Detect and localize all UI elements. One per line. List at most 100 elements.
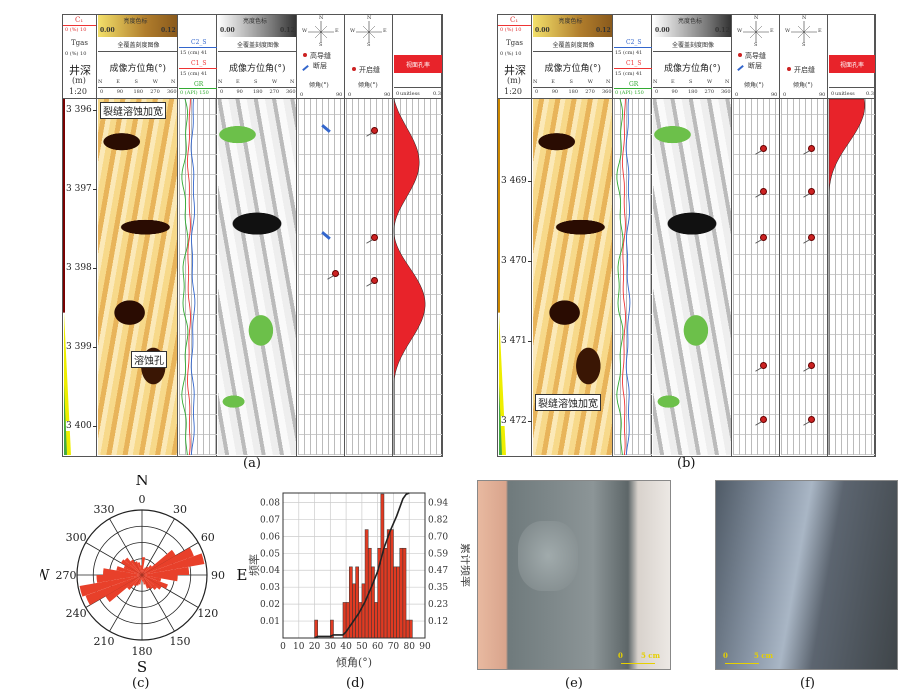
dip-scale-max: 90 <box>336 92 343 98</box>
azimuth-tick: 180 <box>253 89 263 95</box>
azimuth-dir: E <box>116 79 120 85</box>
colorbar-gray: 亮度色标 0.00 0.12 <box>218 15 296 37</box>
dip-scale-max: 90 <box>771 92 778 98</box>
histogram-bar <box>408 619 413 639</box>
rose-angle-label: 180 <box>132 645 153 658</box>
rose-spoke <box>141 574 199 608</box>
core-clast <box>518 521 578 591</box>
x-tick-label: 40 <box>340 642 352 652</box>
porosity-scale-max: 0.3 <box>866 91 874 97</box>
porosity-curve <box>828 99 866 455</box>
azimuth-tick: 360 <box>721 89 731 95</box>
azimuth-title: 成像方位角(°) <box>544 64 602 74</box>
divider <box>218 51 296 52</box>
tgas-scale: 0 (%) 10 <box>65 51 87 57</box>
y2-tick-label: 0.35 <box>428 583 448 593</box>
y-tick-label: 0.03 <box>260 583 280 593</box>
legend-marker-icon <box>303 53 307 57</box>
y-tick-label: 0.05 <box>260 549 280 559</box>
y2-tick-label: 0.82 <box>428 515 448 525</box>
caption-e: (e) <box>565 676 583 691</box>
rose-petal <box>142 575 150 589</box>
rose-petal <box>142 553 205 575</box>
tgas-label: Tgas <box>506 39 523 47</box>
rose-cardinal-label: S <box>137 658 147 676</box>
rose-petal <box>142 575 168 589</box>
porosity-curve <box>393 99 426 455</box>
rose-petal <box>85 575 142 606</box>
rose-angle-label: 0 <box>139 493 146 506</box>
rose-angle-label: 150 <box>170 635 191 648</box>
compass-label: E <box>383 28 387 34</box>
rose-petal <box>137 562 142 575</box>
log-track <box>217 15 297 456</box>
histogram-bar <box>405 619 410 639</box>
core-photo-f: 0 5 cm <box>715 480 898 670</box>
divider <box>98 87 177 88</box>
rose-petal <box>142 565 152 575</box>
legend-marker-icon <box>738 53 742 57</box>
depth-label: 3 470 <box>501 255 527 266</box>
colorbar-max: 0.12 <box>161 27 176 34</box>
c1-label: C₁ <box>75 16 84 24</box>
azimuth-dir: E <box>236 79 240 85</box>
depth-label: 3 397 <box>66 183 92 194</box>
rose-petal <box>116 566 142 575</box>
azimuth-dir: W <box>272 79 278 85</box>
rose-petal <box>120 559 142 575</box>
rose-angle-label: 120 <box>197 607 218 620</box>
histogram-bar <box>374 602 378 639</box>
rose-spoke <box>141 518 175 576</box>
annotation-label: 裂缝溶蚀加宽 <box>535 393 601 411</box>
y2-tick-label: 0.47 <box>428 566 448 576</box>
compass-label: W <box>350 28 356 34</box>
rose-petal <box>142 566 190 575</box>
compass-icon <box>308 21 334 43</box>
c1s-curve <box>186 99 191 455</box>
c1s-line <box>179 68 217 69</box>
c1-label: C₁ <box>510 16 519 24</box>
compass-label: S <box>367 42 371 48</box>
rose-cardinal-label: E <box>237 566 248 584</box>
gr-label: GR <box>194 81 204 88</box>
porosity-title: 视面孔率 <box>840 62 865 69</box>
c2s-label: C2_S <box>626 39 642 46</box>
rose-petal <box>96 575 142 583</box>
azimuth-dir: N <box>533 79 538 85</box>
legend-marker-icon <box>787 67 791 71</box>
c1s-scale: 15 (cm) 41 <box>180 71 208 77</box>
rose-angle-label: 60 <box>201 531 215 544</box>
rose-petal <box>127 575 142 590</box>
y-axis-label: 频率 <box>247 554 261 576</box>
scale-length-label: 5 cm <box>641 651 660 660</box>
rose-angle-label: 270 <box>56 569 77 582</box>
x-tick-label: 10 <box>293 642 305 652</box>
porosity-scale-min: 0 <box>396 91 400 97</box>
caption-b: (b) <box>677 456 696 471</box>
compass-label: N <box>802 15 807 21</box>
legend-open-fracture: 开启缝 <box>794 66 815 74</box>
divider <box>533 87 612 88</box>
dip-scale-max: 90 <box>819 92 826 98</box>
gr-line <box>614 88 652 89</box>
rose-petal <box>123 565 142 575</box>
y2-tick-label: 0.94 <box>428 498 448 508</box>
rose-spoke <box>85 542 143 576</box>
open-fracture-icon <box>371 277 378 284</box>
azimuth-dir: W <box>152 79 158 85</box>
gr-curve <box>181 99 189 455</box>
compass-label: E <box>818 28 822 34</box>
compass-label: N <box>754 15 759 21</box>
image-track-static <box>218 99 296 455</box>
histogram-bar <box>345 602 350 639</box>
open-fracture-icon <box>371 127 378 135</box>
depth-tick <box>528 341 532 343</box>
header-divider <box>63 98 442 99</box>
tgas-fill <box>64 312 71 455</box>
log-track <box>97 15 178 456</box>
c1s-label: C1_S <box>626 60 642 67</box>
compass-icon <box>743 21 769 43</box>
c2s-scale: 15 (cm) 41 <box>615 50 643 56</box>
plot-frame <box>282 492 426 639</box>
